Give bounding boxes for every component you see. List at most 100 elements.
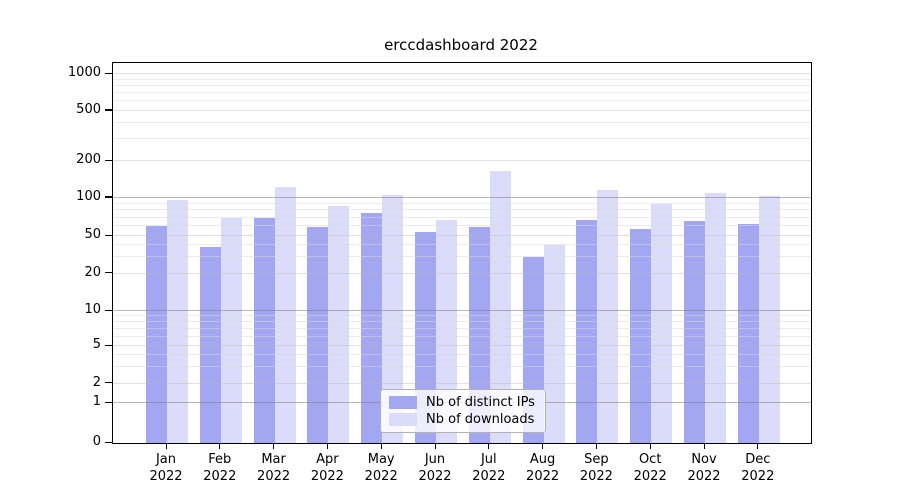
x-tick-label-jan: Jan 2022 xyxy=(131,451,201,485)
gridline-30 xyxy=(113,256,811,258)
gridline-70 xyxy=(113,216,811,218)
x-tick-month: May xyxy=(367,452,395,467)
gridline-10 xyxy=(113,310,811,312)
y-tick-mark-200 xyxy=(105,159,112,161)
y-tick-label-5: 5 xyxy=(92,337,101,353)
x-tick-label-sep: Sep 2022 xyxy=(561,451,631,485)
x-tick-label-nov: Nov 2022 xyxy=(669,451,739,485)
chart-title: erccdashboard 2022 xyxy=(384,36,538,54)
y-tick-mark-100 xyxy=(105,196,112,198)
x-tick-label-oct: Oct 2022 xyxy=(615,451,685,485)
legend-swatch-downloads xyxy=(389,413,417,427)
gridline-9 xyxy=(113,315,811,317)
gridline-6 xyxy=(113,335,811,337)
bar-aug-downloads xyxy=(543,245,565,443)
bar-mar-downloads xyxy=(274,187,296,443)
y-tick-mark-10 xyxy=(105,309,112,311)
x-tick-year: 2022 xyxy=(203,469,237,484)
x-tick-month: Sep xyxy=(584,452,609,467)
x-tick-mark-dec xyxy=(757,443,759,449)
gridline-900 xyxy=(113,78,811,80)
x-tick-month: Nov xyxy=(691,452,717,467)
x-tick-month: Jan xyxy=(155,452,177,467)
x-tick-mark-oct xyxy=(649,443,651,449)
y-tick-mark-20 xyxy=(105,272,112,274)
y-tick-mark-2 xyxy=(105,382,112,384)
gridline-200 xyxy=(113,160,811,162)
x-tick-year: 2022 xyxy=(526,469,560,484)
gridline-50 xyxy=(113,235,811,237)
gridline-4 xyxy=(113,354,811,356)
x-tick-year: 2022 xyxy=(687,469,721,484)
x-tick-label-mar: Mar 2022 xyxy=(239,451,309,485)
x-tick-month: Feb xyxy=(208,452,232,467)
y-tick-label-2: 2 xyxy=(92,374,101,390)
x-tick-year: 2022 xyxy=(633,469,667,484)
gridline-700 xyxy=(113,92,811,94)
gridline-100 xyxy=(113,196,811,198)
legend-label-downloads: Nb of downloads xyxy=(426,412,535,428)
gridline-90 xyxy=(113,202,811,204)
x-tick-mark-may xyxy=(380,443,382,449)
x-tick-mark-sep xyxy=(595,443,598,449)
x-tick-label-apr: Apr 2022 xyxy=(292,451,362,485)
bar-nov-downloads xyxy=(705,193,726,443)
bar-oct-downloads xyxy=(651,203,673,443)
y-tick-mark-0 xyxy=(105,441,112,443)
gridline-8 xyxy=(113,321,811,323)
bar-sep-downloads xyxy=(597,190,619,443)
x-tick-label-may: May 2022 xyxy=(346,451,416,485)
y-tick-mark-1 xyxy=(105,401,112,404)
y-tick-label-500: 500 xyxy=(76,101,101,117)
x-tick-year: 2022 xyxy=(741,469,775,484)
y-tick-mark-1000 xyxy=(105,72,112,75)
gridline-20 xyxy=(113,272,811,274)
gridline-3 xyxy=(113,366,811,368)
x-tick-label-feb: Feb 2022 xyxy=(185,451,255,485)
x-tick-label-jun: Jun 2022 xyxy=(400,451,470,485)
y-tick-label-20: 20 xyxy=(84,264,101,280)
x-tick-year: 2022 xyxy=(418,469,452,484)
legend-label-distinct-ips: Nb of distinct IPs xyxy=(426,394,535,410)
x-tick-month: Mar xyxy=(261,452,286,467)
gridline-60 xyxy=(113,225,811,227)
x-tick-year: 2022 xyxy=(149,469,183,484)
x-tick-year: 2022 xyxy=(257,469,291,484)
gridline-40 xyxy=(113,244,811,246)
legend-entry-distinct-ips: Nb of distinct IPs xyxy=(389,395,537,410)
bar-may-distinct-ips xyxy=(361,213,383,443)
x-tick-month: Aug xyxy=(529,452,556,467)
x-tick-label-aug: Aug 2022 xyxy=(508,451,578,485)
gridline-300 xyxy=(113,137,811,139)
bar-mar-distinct-ips xyxy=(253,217,275,443)
bar-dec-downloads xyxy=(758,196,780,443)
bar-jan-distinct-ips xyxy=(146,226,167,443)
y-tick-label-10: 10 xyxy=(84,302,101,318)
bar-feb-downloads xyxy=(220,218,242,443)
y-tick-label-1: 1 xyxy=(92,394,101,410)
legend-swatch-distinct-ips xyxy=(389,395,417,409)
y-tick-label-50: 50 xyxy=(84,227,101,243)
x-tick-year: 2022 xyxy=(579,469,613,484)
bar-apr-distinct-ips xyxy=(307,227,329,443)
x-tick-mark-aug xyxy=(542,443,544,449)
y-tick-label-200: 200 xyxy=(76,152,101,168)
y-tick-mark-5 xyxy=(105,344,112,346)
gridline-1000 xyxy=(113,73,811,75)
x-tick-month: Apr xyxy=(316,452,339,467)
x-tick-year: 2022 xyxy=(364,469,398,484)
y-tick-label-100: 100 xyxy=(76,188,101,204)
bar-nov-distinct-ips xyxy=(684,220,705,443)
x-tick-label-jul: Jul 2022 xyxy=(454,451,524,485)
gridline-80 xyxy=(113,209,811,211)
gridline-600 xyxy=(113,100,811,102)
y-tick-label-0: 0 xyxy=(92,434,101,449)
y-tick-mark-500 xyxy=(105,109,112,111)
gridline-7 xyxy=(113,328,811,330)
x-tick-mark-apr xyxy=(326,443,329,449)
plot-area xyxy=(112,62,812,444)
x-tick-year: 2022 xyxy=(310,469,344,484)
x-tick-year: 2022 xyxy=(472,469,506,484)
x-tick-month: Oct xyxy=(638,452,662,467)
